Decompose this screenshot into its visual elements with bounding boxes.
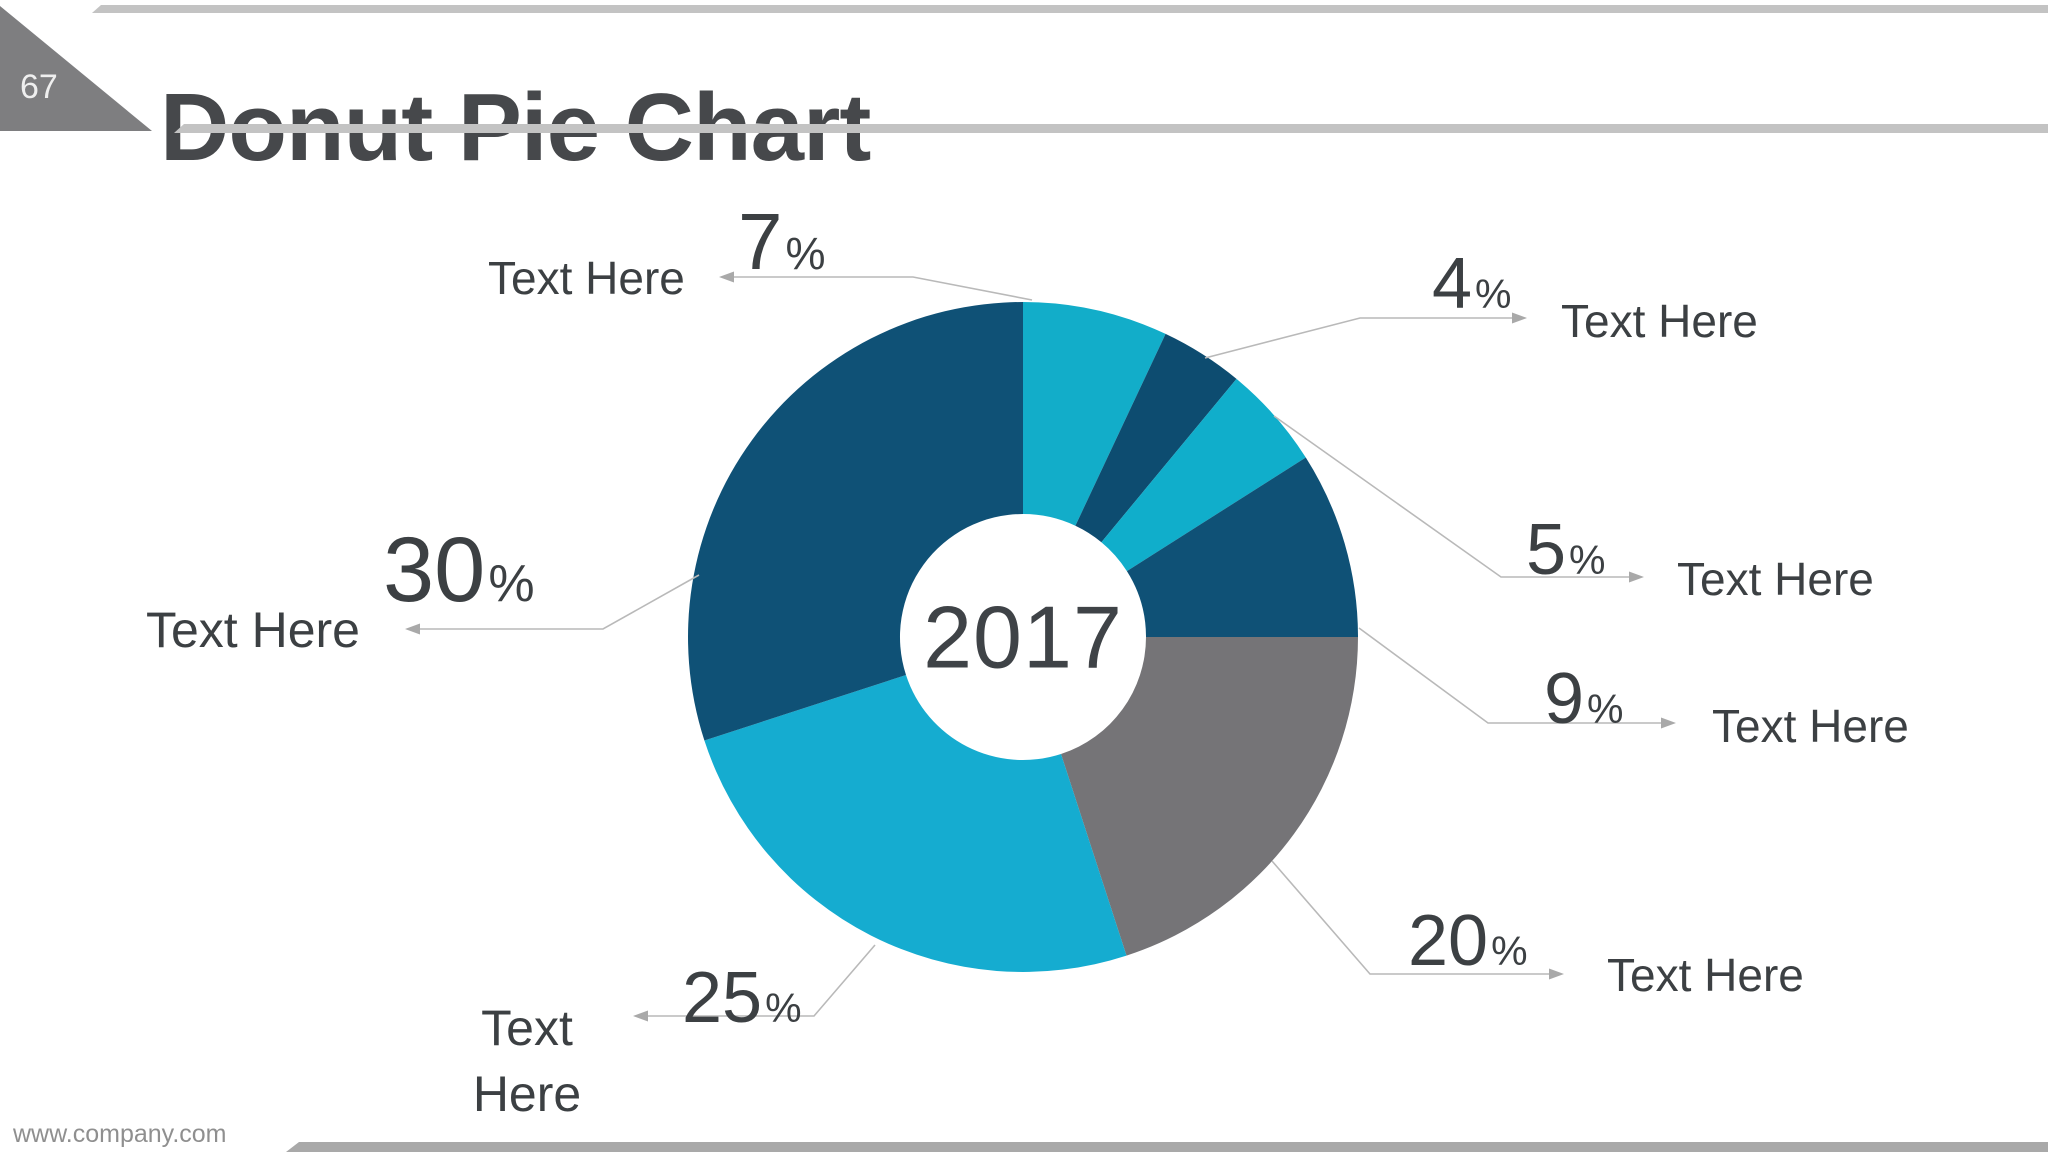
- leader-4pct-line: [1204, 317, 1513, 359]
- donut-slice-30pct: [688, 302, 1023, 741]
- callout-label-25pct: Text Here: [472, 1000, 582, 1122]
- percent-sign: %: [785, 228, 826, 279]
- leader-7pct-line: [733, 276, 1033, 301]
- donut-slice-5pct: [1101, 378, 1306, 572]
- callout-value-20pct: 20%: [1408, 905, 1528, 977]
- callout-label-30pct: Text Here: [146, 602, 360, 658]
- callout-number: 30: [383, 519, 486, 621]
- leader-30pct-line: [419, 574, 700, 630]
- callout-label-4pct: Text Here: [1561, 295, 1758, 347]
- leader-5pct-arrowhead-icon: [1629, 571, 1644, 583]
- donut-slice-25pct: [704, 675, 1127, 972]
- percent-sign: %: [765, 985, 802, 1031]
- footer-bar: [286, 1142, 2048, 1152]
- callout-number: 9: [1544, 659, 1585, 739]
- callout-label-9pct: Text Here: [1712, 700, 1909, 752]
- leader-25pct-arrowhead-icon: [633, 1010, 648, 1022]
- company-url-link[interactable]: www.company.com: [13, 1120, 227, 1148]
- leader-20pct-line: [1271, 860, 1550, 975]
- percent-sign: %: [1569, 537, 1606, 583]
- callout-value-5pct: 5%: [1526, 514, 1606, 586]
- leader-5pct-line: [1273, 415, 1630, 578]
- callout-label-20pct: Text Here: [1607, 949, 1804, 1001]
- header-top-bar: [92, 5, 2048, 13]
- leader-4pct-arrowhead-icon: [1512, 312, 1527, 324]
- leader-9pct-line: [1358, 627, 1662, 724]
- header-underline-bar: [174, 124, 2048, 133]
- percent-sign: %: [1475, 271, 1512, 317]
- callout-value-4pct: 4%: [1432, 248, 1512, 320]
- donut-slice-7pct: [1023, 302, 1166, 526]
- callout-number: 5: [1526, 510, 1567, 590]
- page-number: 67: [20, 68, 58, 106]
- donut-slice-20pct: [1061, 637, 1358, 956]
- percent-sign: %: [1587, 686, 1624, 732]
- leader-7pct-arrowhead-icon: [719, 271, 734, 283]
- callout-label-7pct: Text Here: [488, 252, 685, 304]
- callout-number: 7: [738, 197, 783, 286]
- donut-slice-9pct: [1126, 457, 1358, 637]
- donut-slice-4pct: [1075, 333, 1237, 543]
- callout-number: 25: [682, 958, 763, 1038]
- donut-center-year: 2017: [923, 587, 1123, 687]
- leader-25pct-line: [647, 944, 876, 1017]
- leader-30pct-arrowhead-icon: [405, 623, 420, 635]
- callout-label-5pct: Text Here: [1677, 553, 1874, 605]
- callout-number: 4: [1432, 244, 1473, 324]
- leader-20pct-arrowhead-icon: [1549, 968, 1564, 980]
- callout-number: 20: [1408, 901, 1489, 981]
- callout-value-25pct: 25%: [682, 962, 802, 1034]
- percent-sign: %: [488, 555, 535, 613]
- callout-value-7pct: 7%: [738, 202, 826, 282]
- percent-sign: %: [1491, 928, 1528, 974]
- callout-value-30pct: 30%: [383, 524, 535, 616]
- callout-value-9pct: 9%: [1544, 663, 1624, 735]
- leader-9pct-arrowhead-icon: [1661, 717, 1676, 729]
